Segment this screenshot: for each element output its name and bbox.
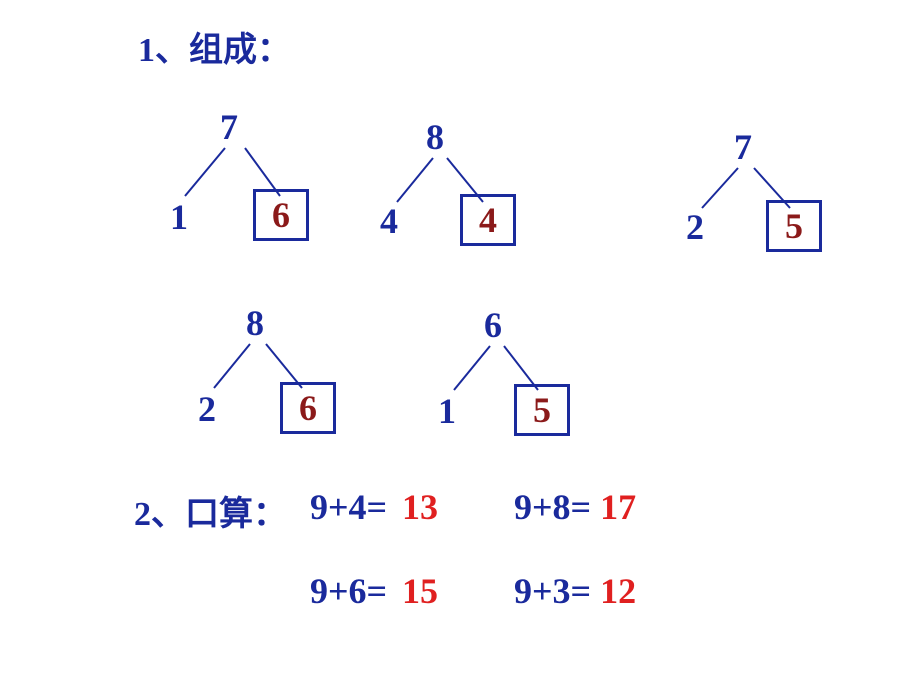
tree1-top: 7	[220, 106, 238, 148]
tree2-top: 8	[426, 116, 444, 158]
eq-row-2: 9+6= 15 9+3= 12	[310, 570, 636, 612]
tree1-left: 1	[170, 196, 188, 238]
tree4-left: 2	[198, 388, 216, 430]
tree2-right: 4	[479, 199, 497, 241]
tree3-top: 7	[734, 126, 752, 168]
heading-1: 1、组成：	[138, 22, 291, 71]
tree3-right: 5	[785, 205, 803, 247]
tree4-top: 8	[246, 302, 264, 344]
tree5-right-box: 5	[514, 384, 570, 436]
tree4-right: 6	[299, 387, 317, 429]
tree1-right-box: 6	[253, 189, 309, 241]
tree2-left: 4	[380, 200, 398, 242]
eq3-ans: 15	[402, 570, 438, 612]
tree5-left: 1	[438, 390, 456, 432]
eq2-ans: 17	[600, 486, 636, 528]
tree3-right-box: 5	[766, 200, 822, 252]
tree5-right: 5	[533, 389, 551, 431]
tree3-left: 2	[686, 206, 704, 248]
eq1-lhs: 9+4=	[310, 486, 387, 528]
eq3-lhs: 9+6=	[310, 570, 387, 612]
tree4-right-box: 6	[280, 382, 336, 434]
eq1-ans: 13	[402, 486, 438, 528]
tree5-top: 6	[484, 304, 502, 346]
heading-2: 2、口算：	[134, 486, 287, 535]
eq2-lhs: 9+8=	[514, 486, 591, 528]
eq4-lhs: 9+3=	[514, 570, 591, 612]
eq4-ans: 12	[600, 570, 636, 612]
tree1-right: 6	[272, 194, 290, 236]
eq-row-1: 9+4= 13 9+8= 17	[310, 486, 636, 528]
tree2-right-box: 4	[460, 194, 516, 246]
page-root: 1、组成： 7 1 6 8 4 4 7 2 5 8 2 6 6 1	[0, 0, 920, 690]
